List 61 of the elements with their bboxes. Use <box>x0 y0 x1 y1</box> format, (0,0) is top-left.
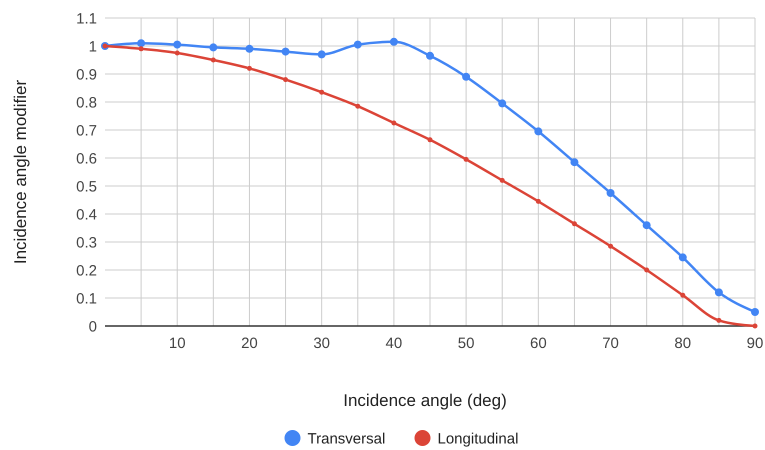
y-tick-label: 0.5 <box>76 178 97 196</box>
point <box>282 48 290 56</box>
y-axis-title: Incidence angle modifier <box>11 80 30 264</box>
point <box>680 292 686 298</box>
legend-label: Transversal <box>308 430 386 448</box>
point <box>678 253 687 262</box>
point <box>426 52 434 60</box>
x-tick-label: 60 <box>530 335 547 352</box>
point <box>536 198 541 204</box>
x-tick-label: 50 <box>458 335 474 352</box>
point <box>283 77 288 82</box>
y-tick-label: 1 <box>88 38 97 56</box>
point <box>752 324 758 328</box>
y-tick-label: 0.1 <box>76 290 97 308</box>
y-tick-label: 1.1 <box>76 10 97 28</box>
y-tick-label: 0 <box>88 318 97 336</box>
point <box>751 308 759 316</box>
point <box>246 66 252 71</box>
y-tick-label: 0.9 <box>76 66 97 84</box>
point <box>716 318 722 323</box>
point <box>464 156 469 162</box>
point <box>173 40 182 49</box>
x-tick-label: 70 <box>602 335 619 352</box>
x-tick-label: 20 <box>241 335 258 352</box>
point <box>714 288 723 296</box>
point <box>608 244 614 249</box>
x-tick-label: 10 <box>168 335 186 352</box>
x-axis-title: Incidence angle (deg) <box>343 391 507 410</box>
point <box>390 38 398 46</box>
point <box>138 46 144 52</box>
point <box>428 137 432 142</box>
point <box>209 43 218 52</box>
point <box>534 127 542 136</box>
point <box>462 72 470 81</box>
y-tick-label: 0.7 <box>76 122 97 140</box>
y-tick-label: 0.2 <box>76 262 97 280</box>
x-tick-label: 80 <box>674 335 692 352</box>
point <box>245 44 254 53</box>
point <box>606 189 615 197</box>
point <box>500 178 505 183</box>
x-tick-label: 30 <box>313 335 330 352</box>
y-tick-label: 0.4 <box>76 206 97 224</box>
point <box>642 221 651 230</box>
y-tick-label: 0.6 <box>76 150 97 168</box>
point <box>354 40 362 49</box>
point <box>498 99 506 108</box>
x-tick-label: 40 <box>386 335 402 352</box>
point <box>572 221 577 226</box>
point <box>355 104 360 109</box>
point <box>319 90 324 95</box>
point <box>570 158 578 166</box>
point <box>644 268 650 272</box>
point <box>391 120 396 126</box>
point <box>137 39 146 48</box>
legend-label: Longitudinal <box>438 430 518 448</box>
point <box>174 50 180 56</box>
x-tick-label: 90 <box>746 335 764 352</box>
point <box>210 58 216 62</box>
point <box>318 50 326 58</box>
y-tick-label: 0.8 <box>76 94 97 112</box>
y-tick-label: 0.3 <box>76 234 97 252</box>
